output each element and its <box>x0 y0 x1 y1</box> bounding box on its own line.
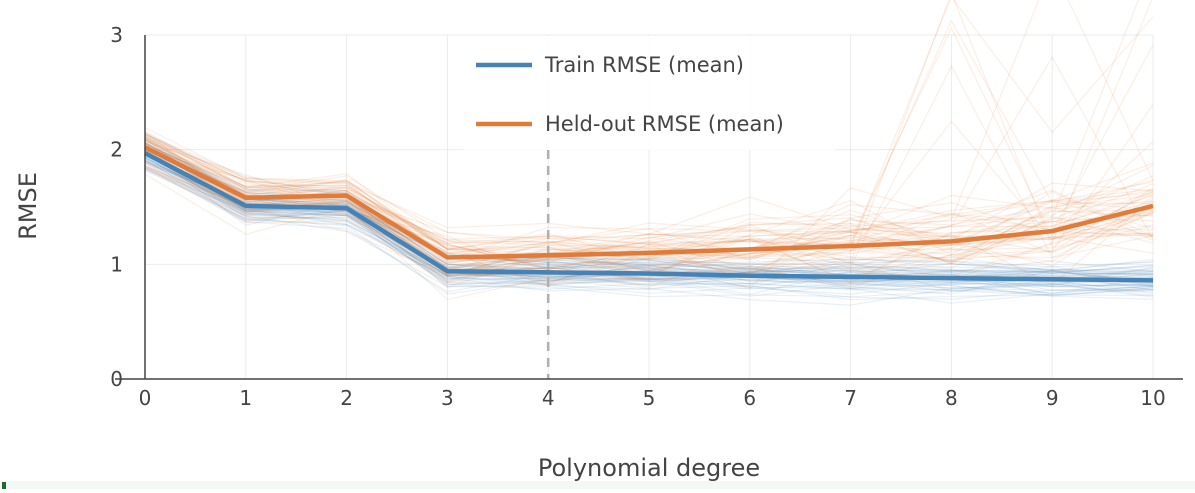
train-trace <box>144 153 1154 295</box>
legend-entry-1: Held-out RMSE (mean) <box>545 112 784 136</box>
train-trace <box>144 133 1154 268</box>
heldout-trace <box>144 134 1154 235</box>
train-trace <box>144 131 1154 273</box>
x-axis-title: Polynomial degree <box>538 454 760 482</box>
train-trace <box>144 149 1154 277</box>
y-tick-label: 0 <box>110 367 123 391</box>
x-tick-label: 4 <box>542 386 555 410</box>
train-trace <box>144 160 1154 291</box>
heldout-trace <box>144 133 1154 282</box>
series-line-0 <box>143 151 1154 283</box>
y-tick-label: 2 <box>110 138 123 162</box>
y-tick-label: 1 <box>110 252 123 276</box>
heldout-trace <box>144 136 1154 244</box>
heldout-trace <box>144 166 1154 285</box>
heldout-trace <box>144 137 1154 256</box>
x-tick-label: 1 <box>239 386 252 410</box>
legend: Train RMSE (mean) Held-out RMSE (mean) <box>463 36 835 150</box>
axes <box>115 35 1183 380</box>
legend-entry-0: Train RMSE (mean) <box>544 53 744 77</box>
train-trace <box>144 150 1154 284</box>
train-trace <box>144 147 1154 279</box>
train-trace <box>144 168 1154 300</box>
train-trace <box>144 167 1154 301</box>
train-trace <box>144 159 1154 290</box>
train-trace <box>144 145 1154 276</box>
x-tick-label: 7 <box>844 386 857 410</box>
train-trace <box>144 148 1154 285</box>
train-trace <box>144 141 1154 275</box>
heldout-trace <box>144 140 1154 258</box>
train-trace <box>144 165 1154 296</box>
y-tick-label: 3 <box>110 23 123 47</box>
heldout-trace <box>144 145 1154 263</box>
train-trace <box>144 145 1154 274</box>
heldout-trace <box>144 0 1140 261</box>
x-tick-label: 3 <box>441 386 454 410</box>
legend-background <box>463 36 835 150</box>
heldout-trace <box>144 139 1154 267</box>
heldout-trace <box>144 142 1154 265</box>
x-tick-label: 10 <box>1140 386 1165 410</box>
x-tick-label: 9 <box>1046 386 1059 410</box>
x-tick-label: 8 <box>945 386 958 410</box>
heldout-trace <box>144 55 1154 288</box>
train-trace <box>144 167 1154 295</box>
heldout-trace <box>144 154 1154 272</box>
heldout-trace <box>144 162 1154 283</box>
heldout-trace <box>144 152 1154 275</box>
train-trace <box>144 161 1154 282</box>
bottom-marker <box>2 482 6 489</box>
heldout-trace <box>144 137 1154 261</box>
heldout-trace <box>144 149 1154 276</box>
train-trace <box>144 157 1154 296</box>
heldout-trace <box>144 143 1154 251</box>
y-axis-title: RMSE <box>14 172 42 240</box>
mean-series <box>143 145 1154 283</box>
train-trace <box>144 160 1154 298</box>
heldout-trace <box>144 137 1154 261</box>
tick-labels: 0 1 2 3 4 5 6 7 8 9 10 0 1 2 3 <box>110 23 1165 410</box>
x-tick-label: 6 <box>743 386 756 410</box>
train-trace <box>144 138 1154 272</box>
bottom-strip <box>0 481 1195 489</box>
heldout-trace <box>144 134 1154 250</box>
train-trace <box>144 148 1154 293</box>
heldout-trace <box>144 134 1154 255</box>
train-trace <box>144 143 1154 290</box>
train-trace <box>144 159 1154 291</box>
train-trace <box>144 170 1154 290</box>
train-trace <box>144 155 1154 283</box>
train-trace <box>144 156 1154 297</box>
x-tick-label: 0 <box>139 386 152 410</box>
train-trace <box>144 168 1154 306</box>
x-tick-label: 2 <box>340 386 353 410</box>
heldout-trace <box>144 159 1154 271</box>
heldout-trace <box>144 0 1154 289</box>
train-trace <box>144 152 1154 282</box>
train-trace <box>144 165 1154 294</box>
heldout-trace <box>144 0 1153 282</box>
heldout-trace <box>144 147 1154 254</box>
x-tick-label: 5 <box>643 386 656 410</box>
heldout-trace <box>144 138 1154 278</box>
heldout-trace <box>144 104 1154 301</box>
train-trace <box>144 162 1154 300</box>
train-trace <box>144 149 1154 288</box>
series-line-1 <box>143 145 1154 260</box>
heldout-trace <box>144 151 1154 253</box>
